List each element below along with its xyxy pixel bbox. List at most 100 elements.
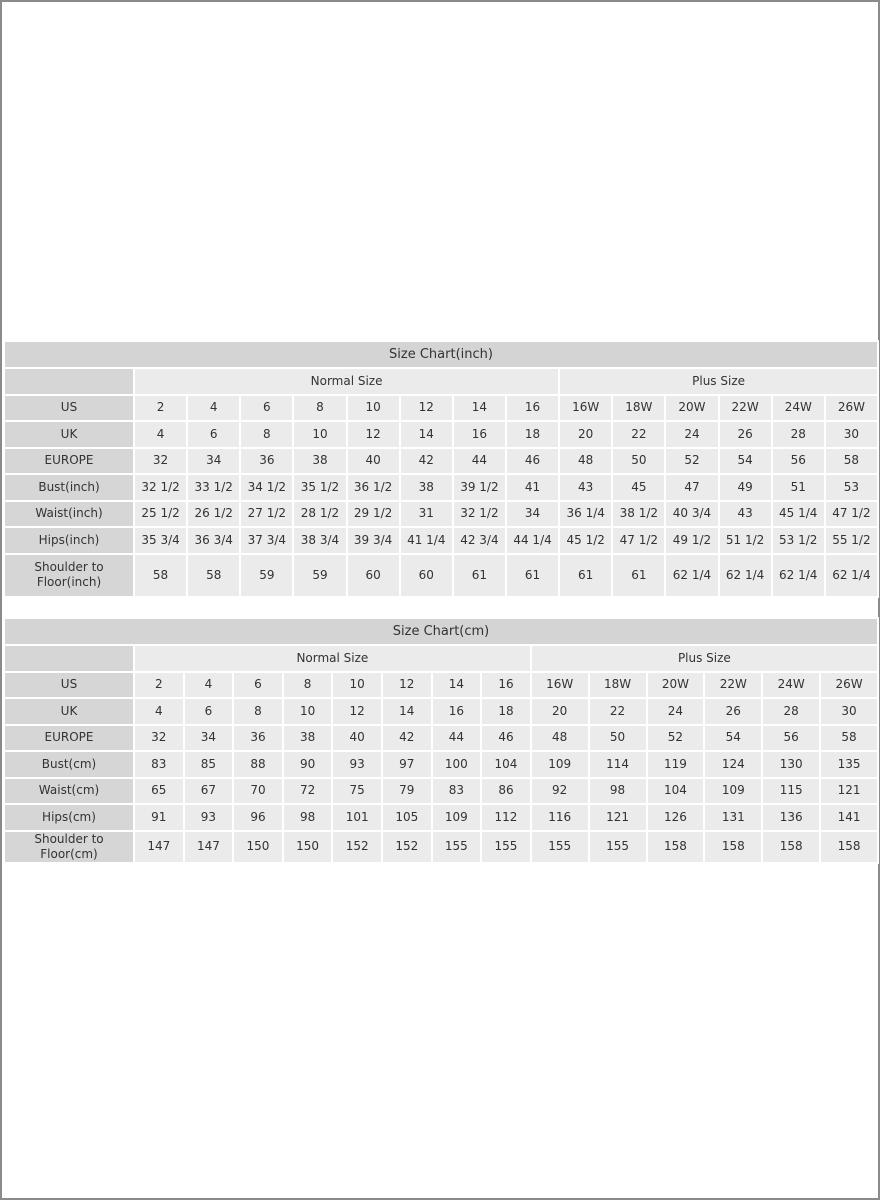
table-cell: 4 <box>132 420 189 449</box>
table-cell: 38 <box>281 723 334 752</box>
group-normal-size: Normal Size <box>132 367 561 396</box>
table-cell: 16 <box>504 393 561 422</box>
table-cell: 26 <box>703 697 764 726</box>
table-cell: 100 <box>430 750 483 779</box>
table-row: UK 4 6 8 10 12 14 16 18 20 22 24 26 28 30 <box>3 697 879 726</box>
table-cell: 38 <box>398 473 454 502</box>
table-cell: 135 <box>819 750 879 779</box>
table-cell: 147 <box>182 829 235 864</box>
table-cell: 39 3/4 <box>345 526 401 555</box>
table-cell: 6 <box>239 393 295 422</box>
table-cell: 44 <box>451 446 507 475</box>
table-cell: 109 <box>703 776 764 805</box>
table-cell: 37 3/4 <box>239 526 295 555</box>
table-cell: 158 <box>761 829 822 864</box>
table-cell: 28 <box>761 697 822 726</box>
table-cell: 22W <box>703 670 764 699</box>
table-cell: 39 1/2 <box>451 473 507 502</box>
table-cell: 150 <box>232 829 284 864</box>
table-cell: 97 <box>380 750 433 779</box>
table-cell: 109 <box>529 750 590 779</box>
table-cell: 20 <box>529 697 590 726</box>
table-cell: 58 <box>186 552 242 598</box>
table-cell: 83 <box>133 750 185 779</box>
table-cell: 45 <box>611 473 667 502</box>
table-cell: 61 <box>558 552 614 598</box>
table-cell: 59 <box>239 552 295 598</box>
table-cell: 8 <box>232 697 284 726</box>
row-label: Bust(cm) <box>3 750 135 779</box>
table-cell: 92 <box>529 776 590 805</box>
table-cell: 8 <box>239 420 295 449</box>
table-cell: 12 <box>331 697 383 726</box>
table-cell: 34 1/2 <box>239 473 295 502</box>
table-cell: 98 <box>587 776 648 805</box>
table-cell: 46 <box>504 446 561 475</box>
table-row: Hips(cm) 91 93 96 98 101 105 109 112 116 121 126 131… <box>3 803 879 832</box>
table-cell: 116 <box>529 803 590 832</box>
table-cell: 50 <box>611 446 667 475</box>
table-cell: 28 1/2 <box>292 499 348 528</box>
row-label: EUROPE <box>3 446 135 475</box>
title-row: Size Chart(cm) <box>3 617 879 646</box>
table-cell: 36 3/4 <box>186 526 242 555</box>
table-cell: 16 <box>480 670 532 699</box>
table-cell: 4 <box>182 670 235 699</box>
table-title: Size Chart(inch) <box>3 340 879 369</box>
table-cell: 53 1/2 <box>770 526 826 555</box>
row-label: Hips(cm) <box>3 803 135 832</box>
table-cell: 22 <box>611 420 667 449</box>
table-row: UK 4 6 8 10 12 14 16 18 20 22 24 26 28 30 <box>3 420 880 449</box>
table-cell: 93 <box>331 750 383 779</box>
table-cell: 10 <box>345 393 401 422</box>
table-cell: 56 <box>770 446 826 475</box>
table-cell: 61 <box>611 552 667 598</box>
table-cell: 58 <box>823 446 880 475</box>
table-cell: 16W <box>529 670 590 699</box>
table-cell: 158 <box>703 829 764 864</box>
table-cell: 70 <box>232 776 284 805</box>
table-cell: 155 <box>529 829 590 864</box>
table-cell: 24 <box>664 420 720 449</box>
table-cell: 49 <box>717 473 773 502</box>
table-cell: 104 <box>480 750 532 779</box>
table-cell: 10 <box>292 420 348 449</box>
table-cell: 131 <box>703 803 764 832</box>
table-cell: 121 <box>819 776 879 805</box>
table-cell: 114 <box>587 750 648 779</box>
row-label: Shoulder to Floor(inch) <box>3 552 135 598</box>
table-cell: 26W <box>823 393 880 422</box>
table-cell: 18 <box>480 697 532 726</box>
table-cell: 38 1/2 <box>611 499 667 528</box>
table-cell: 36 1/4 <box>558 499 614 528</box>
row-label: US <box>3 393 135 422</box>
table-cell: 34 <box>182 723 235 752</box>
table-cell: 49 1/2 <box>664 526 720 555</box>
table-cell: 40 3/4 <box>664 499 720 528</box>
table-cell: 152 <box>380 829 433 864</box>
table-cell: 58 <box>132 552 189 598</box>
table-cell: 47 <box>664 473 720 502</box>
table-cell: 56 <box>761 723 822 752</box>
table-cell: 62 1/4 <box>770 552 826 598</box>
table-cell: 8 <box>292 393 348 422</box>
table-cell: 6 <box>182 697 235 726</box>
table-row: Shoulder to Floor(inch) 58 58 59 59 60 60 61 61 6… <box>3 552 880 598</box>
table-cell: 16 <box>451 420 507 449</box>
table-cell: 119 <box>645 750 706 779</box>
row-label: Hips(inch) <box>3 526 135 555</box>
row-label: Shoulder to Floor(cm) <box>3 829 135 864</box>
table-cell: 83 <box>430 776 483 805</box>
table-cell: 20W <box>645 670 706 699</box>
table-row: US 2 4 6 8 10 12 14 16 16W 18W 20W 22W 24W 26W <box>3 670 879 699</box>
table-title: Size Chart(cm) <box>3 617 879 646</box>
table-cell: 18 <box>504 420 561 449</box>
table-cell: 112 <box>480 803 532 832</box>
table-cell: 6 <box>232 670 284 699</box>
table-cell: 12 <box>345 420 401 449</box>
table-cell: 38 <box>292 446 348 475</box>
table-cell: 43 <box>717 499 773 528</box>
table-cell: 40 <box>331 723 383 752</box>
table-cell: 32 1/2 <box>451 499 507 528</box>
